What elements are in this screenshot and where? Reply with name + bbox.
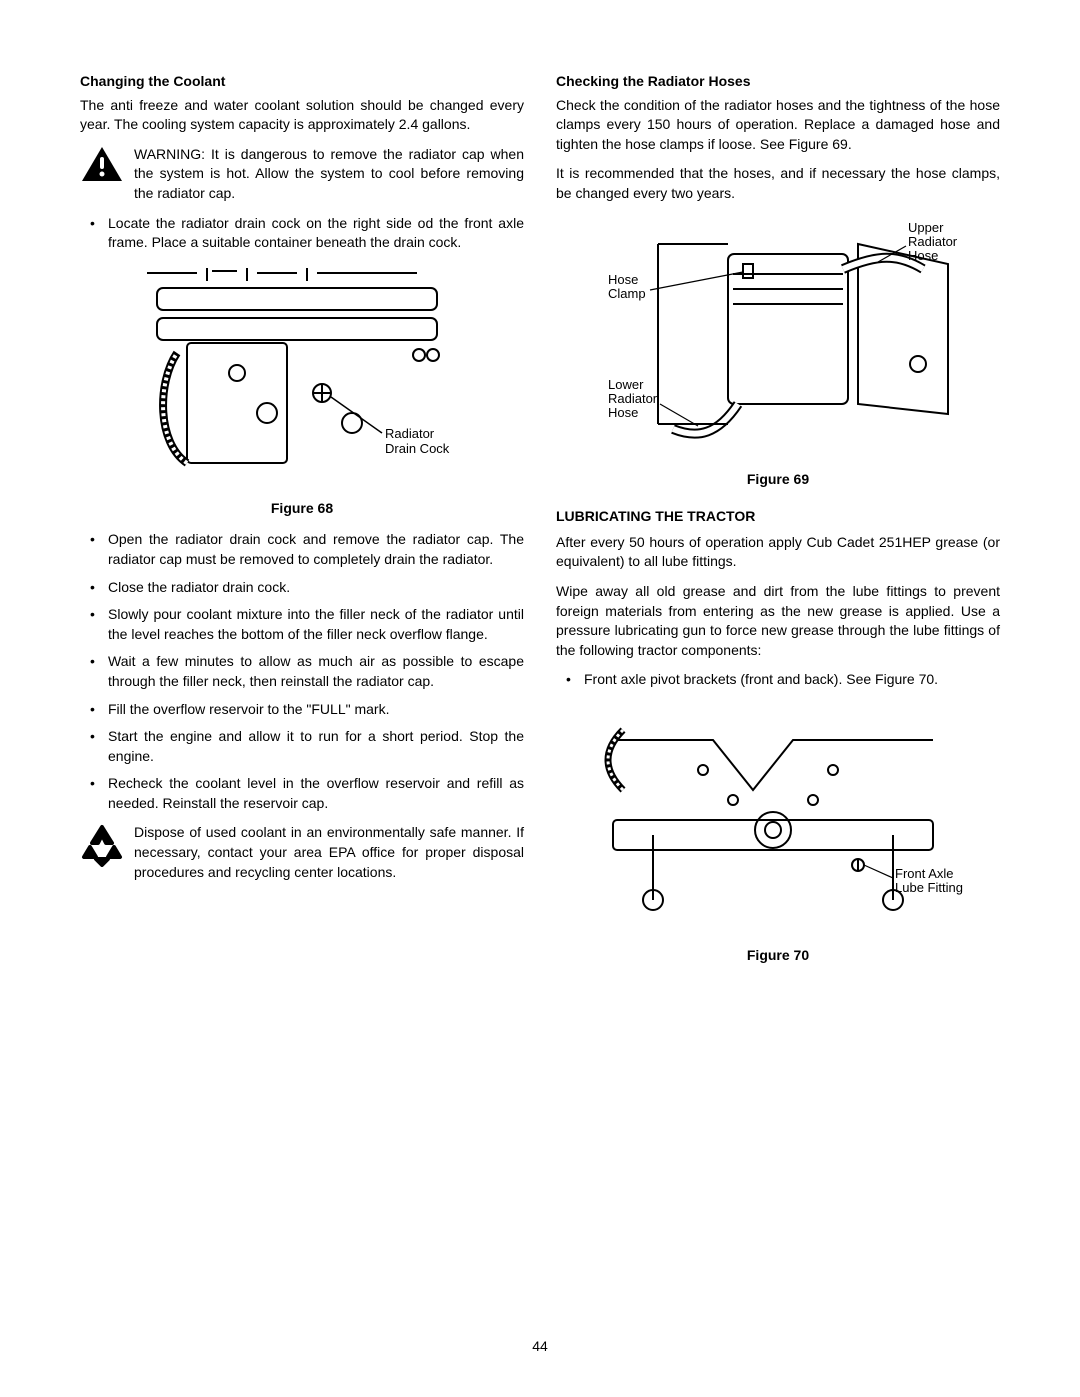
- bullet-item: Open the radiator drain cock and remove …: [80, 530, 524, 569]
- label-clamp-1: Hose: [608, 272, 638, 287]
- warning-text: WARNING: It is dangerous to remove the r…: [134, 145, 524, 204]
- bullet-item: Locate the radiator drain cock on the ri…: [80, 214, 524, 253]
- label-lube-fitting: Lube Fitting: [895, 880, 963, 895]
- label-radiator: Radiator: [385, 426, 435, 441]
- heading-lubricating: LUBRICATING THE TRACTOR: [556, 507, 1000, 527]
- bullet-item: Slowly pour coolant mixture into the fil…: [80, 605, 524, 644]
- bullet-item: Close the radiator drain cock.: [80, 578, 524, 598]
- bullet-item: Fill the overflow reservoir to the "FULL…: [80, 700, 524, 720]
- heading-radiator-hoses: Checking the Radiator Hoses: [556, 72, 1000, 92]
- label-lower-2: Radiator: [608, 391, 658, 406]
- paragraph: Check the condition of the radiator hose…: [556, 96, 1000, 155]
- figure-68-diagram: Radiator Drain Cock: [137, 263, 467, 493]
- right-column: Checking the Radiator Hoses Check the co…: [556, 72, 1000, 978]
- left-column: Changing the Coolant The anti freeze and…: [80, 72, 524, 978]
- paragraph: After every 50 hours of operation apply …: [556, 533, 1000, 572]
- recycle-note-text: Dispose of used coolant in an environmen…: [134, 823, 524, 882]
- warning-block: WARNING: It is dangerous to remove the r…: [80, 145, 524, 204]
- figure-70-diagram: Front Axle Lube Fitting: [593, 700, 963, 940]
- figure-69-diagram: Upper Radiator Hose Hose Clamp Lower Rad…: [578, 214, 978, 464]
- bullet-item: Front axle pivot brackets (front and bac…: [556, 670, 1000, 690]
- label-upper-1: Upper: [908, 220, 944, 235]
- bullet-item: Wait a few minutes to allow as much air …: [80, 652, 524, 691]
- label-upper-2: Radiator: [908, 234, 958, 249]
- label-lower-3: Hose: [608, 405, 638, 420]
- recycle-icon: [80, 823, 124, 867]
- figure-68-caption: Figure 68: [80, 499, 524, 519]
- figure-69-caption: Figure 69: [556, 470, 1000, 490]
- label-front-axle: Front Axle: [895, 866, 954, 881]
- pre-figure-bullets: Locate the radiator drain cock on the ri…: [80, 214, 524, 253]
- warning-triangle-icon: [80, 145, 124, 185]
- paragraph: Wipe away all old grease and dirt from t…: [556, 582, 1000, 660]
- label-upper-3: Hose: [908, 248, 938, 263]
- label-drain-cock: Drain Cock: [385, 441, 450, 456]
- label-lower-1: Lower: [608, 377, 644, 392]
- heading-changing-coolant: Changing the Coolant: [80, 72, 524, 92]
- lube-bullets: Front axle pivot brackets (front and bac…: [556, 670, 1000, 690]
- bullet-item: Start the engine and allow it to run for…: [80, 727, 524, 766]
- post-figure-bullets: Open the radiator drain cock and remove …: [80, 530, 524, 813]
- intro-paragraph: The anti freeze and water coolant soluti…: [80, 96, 524, 135]
- label-clamp-2: Clamp: [608, 286, 646, 301]
- paragraph: It is recommended that the hoses, and if…: [556, 164, 1000, 203]
- recycle-note-block: Dispose of used coolant in an environmen…: [80, 823, 524, 882]
- page-number: 44: [0, 1337, 1080, 1357]
- figure-70-caption: Figure 70: [556, 946, 1000, 966]
- bullet-item: Recheck the coolant level in the overflo…: [80, 774, 524, 813]
